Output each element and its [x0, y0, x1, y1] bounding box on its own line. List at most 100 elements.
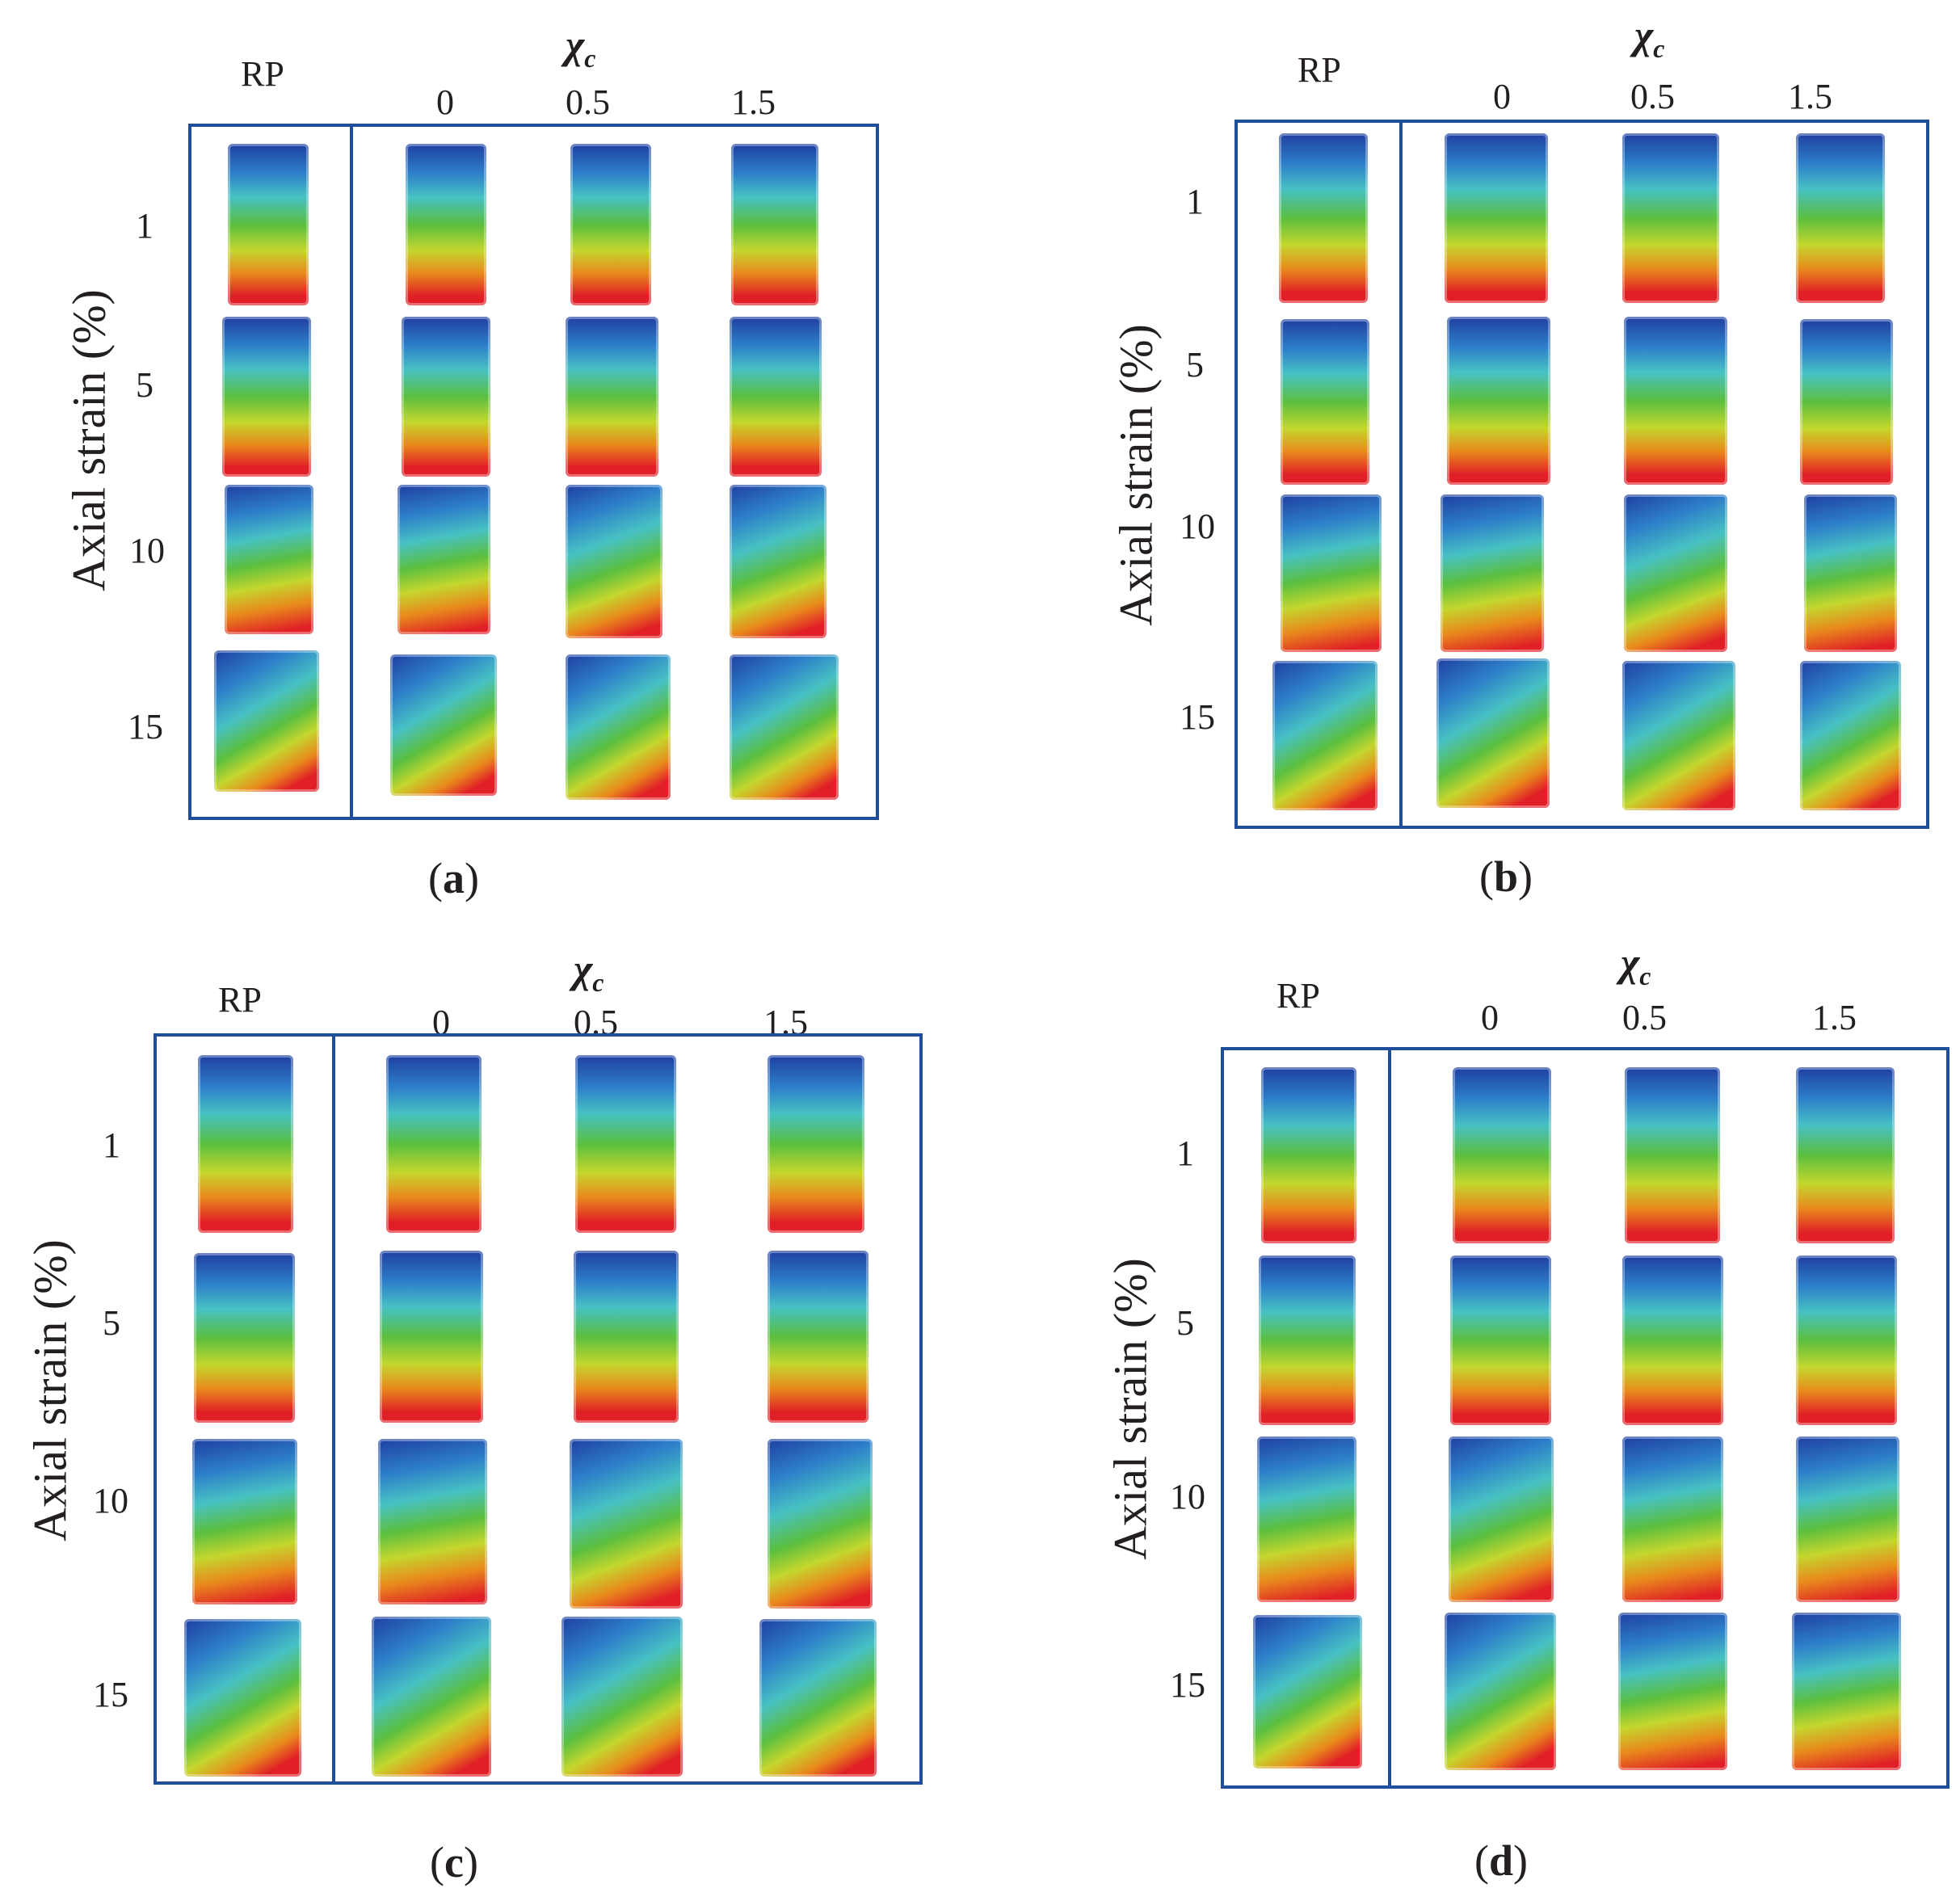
row-label-10: 10	[129, 531, 165, 570]
sample-rp-5	[222, 317, 311, 477]
sample-1.5-5	[1800, 319, 1893, 485]
chi-c-header: χc	[1634, 12, 1665, 63]
sample-0-10	[397, 485, 490, 634]
sample-0-10	[1449, 1436, 1554, 1602]
row-label-5: 5	[1176, 1303, 1194, 1343]
sample-1.5-10	[1796, 1436, 1899, 1602]
panel-caption: (b)	[1479, 852, 1533, 901]
y-axis-label: Axial strain (%)	[23, 1239, 77, 1541]
row-label-5: 5	[136, 365, 154, 405]
sample-0-15	[390, 654, 497, 796]
sample-0.5-1	[570, 144, 651, 305]
sample-1.5-15	[1800, 661, 1901, 810]
chi-c-header: χc	[566, 22, 596, 73]
sample-0.5-1	[1625, 1067, 1720, 1243]
row-label-1: 1	[136, 206, 154, 246]
sample-0.5-10	[570, 1439, 683, 1609]
sample-1.5-1	[731, 144, 818, 305]
sample-1.5-15	[730, 654, 839, 800]
rp-header: RP	[1277, 976, 1320, 1016]
sample-rp-1	[228, 144, 309, 305]
sample-0-15	[1436, 658, 1550, 808]
row-label-1: 1	[1176, 1133, 1194, 1173]
sample-1.5-10	[730, 485, 826, 638]
sample-0.5-15	[562, 1617, 683, 1777]
sample-1.5-5	[768, 1251, 869, 1423]
col-header-0.5: 0.5	[1622, 998, 1667, 1037]
col-header-1.5: 1.5	[731, 82, 776, 122]
col-header-0: 0	[1493, 77, 1511, 116]
sample-0-1	[1453, 1067, 1551, 1243]
row-label-1: 1	[103, 1125, 120, 1165]
rp-header: RP	[218, 980, 262, 1020]
row-label-15: 15	[1170, 1665, 1205, 1705]
sample-0.5-5	[574, 1251, 679, 1423]
panel-caption: (a)	[428, 854, 479, 902]
rp-divider	[1388, 1050, 1391, 1785]
sample-1.5-15	[1792, 1613, 1901, 1770]
chi-c-header: χc	[1621, 940, 1651, 990]
sample-grid-frame	[1234, 120, 1929, 829]
row-label-10: 10	[93, 1481, 128, 1520]
sample-1.5-5	[1796, 1255, 1897, 1425]
sample-grid-frame	[154, 1033, 923, 1785]
row-label-15: 15	[93, 1675, 128, 1714]
sample-rp-5	[1281, 319, 1369, 485]
row-label-5: 5	[103, 1303, 120, 1343]
sample-rp-1	[1261, 1067, 1356, 1243]
sample-rp-1	[1279, 133, 1368, 303]
y-axis-label: Axial strain (%)	[1109, 324, 1163, 626]
sample-rp-10	[1257, 1436, 1356, 1602]
row-label-15: 15	[1180, 697, 1215, 737]
row-label-1: 1	[1186, 182, 1204, 221]
sample-0-10	[1441, 494, 1544, 652]
sample-0.5-10	[1622, 1436, 1723, 1602]
sample-1.5-1	[1796, 133, 1885, 303]
row-label-15: 15	[128, 707, 163, 747]
sample-rp-5	[1259, 1255, 1356, 1425]
col-header-0: 0	[1481, 998, 1499, 1037]
sample-rp-10	[192, 1439, 297, 1604]
col-header-1.5: 1.5	[1812, 998, 1857, 1037]
rp-header: RP	[241, 54, 284, 94]
sample-0-15	[372, 1617, 491, 1777]
sample-rp-10	[225, 485, 313, 634]
col-header-0: 0	[436, 82, 454, 122]
sample-0-10	[378, 1439, 487, 1604]
rp-divider	[1399, 123, 1403, 826]
sample-0.5-5	[1624, 317, 1727, 485]
sample-0.5-15	[1618, 1613, 1727, 1770]
rp-divider	[332, 1037, 335, 1781]
sample-rp-15	[1272, 661, 1377, 810]
sample-0.5-5	[1622, 1255, 1723, 1425]
sample-rp-10	[1281, 494, 1382, 652]
sample-0-15	[1445, 1613, 1556, 1770]
sample-grid-frame	[1221, 1047, 1949, 1789]
panel-c: RP χc 0 0.5 1.5 Axial strain (%) 1 5 10 …	[0, 948, 980, 1901]
col-header-1.5: 1.5	[1788, 77, 1832, 116]
panel-b: RP χc 0 0.5 1.5 Axial strain (%) 1 5 10 …	[980, 0, 1960, 950]
sample-rp-5	[194, 1253, 295, 1423]
sample-rp-15	[214, 650, 319, 792]
sample-0-1	[386, 1055, 482, 1233]
sample-1.5-1	[1796, 1067, 1895, 1243]
sample-0.5-5	[566, 317, 658, 477]
sample-grid-frame	[188, 124, 879, 820]
y-axis-label: Axial strain (%)	[1104, 1258, 1157, 1560]
sample-0-1	[406, 144, 486, 305]
rp-divider	[350, 127, 353, 817]
panel-d: RP χc 0 0.5 1.5 Axial strain (%) 1 5 10 …	[980, 942, 1960, 1901]
sample-1.5-5	[730, 317, 822, 477]
sample-rp-1	[198, 1055, 293, 1233]
panel-a: RP χc 0 0.5 1.5 Axial strain (%) 1 5 10 …	[0, 0, 980, 950]
sample-0.5-15	[566, 654, 671, 800]
sample-0.5-1	[1622, 133, 1719, 303]
sample-rp-15	[184, 1619, 301, 1777]
sample-0.5-10	[1624, 494, 1727, 652]
sample-1.5-15	[759, 1619, 877, 1777]
col-header-0: 0	[432, 1003, 450, 1042]
row-label-5: 5	[1186, 345, 1204, 385]
row-label-10: 10	[1170, 1477, 1205, 1516]
sample-0-5	[402, 317, 490, 477]
sample-1.5-10	[768, 1439, 873, 1609]
